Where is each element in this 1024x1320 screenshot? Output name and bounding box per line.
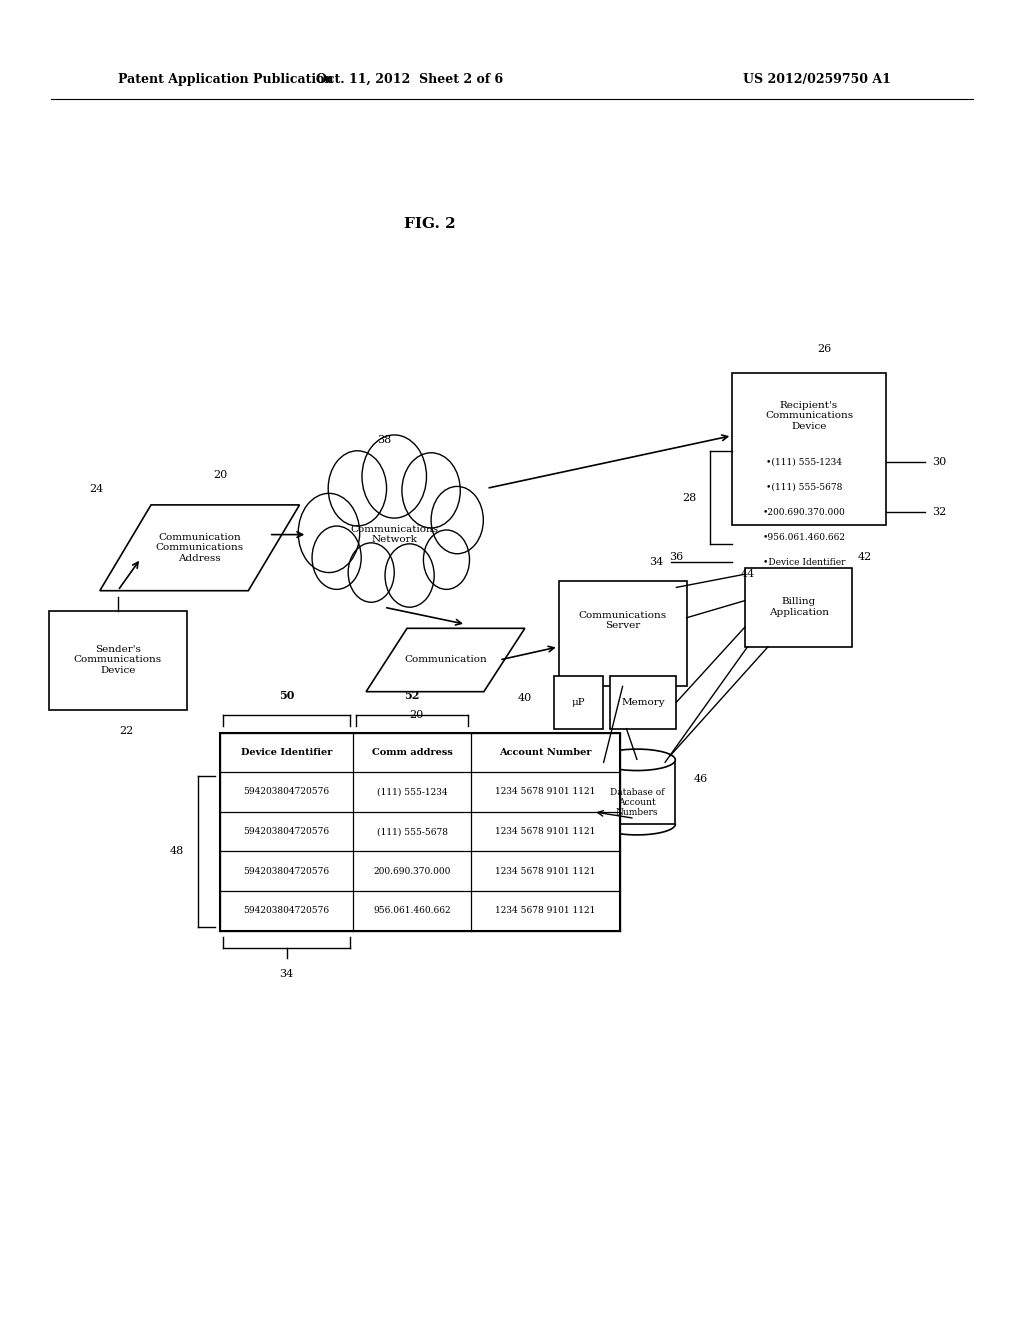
Text: 20: 20 [213, 470, 227, 479]
Text: 48: 48 [170, 846, 184, 857]
Text: Communication
Communications
Address: Communication Communications Address [156, 533, 244, 562]
Circle shape [424, 529, 469, 590]
Circle shape [298, 494, 359, 573]
Circle shape [385, 544, 434, 607]
Bar [610, 676, 677, 729]
Text: 28: 28 [682, 492, 696, 503]
Circle shape [431, 487, 483, 554]
Text: 50: 50 [279, 690, 295, 701]
Bar [49, 610, 186, 710]
Text: Recipient's
Communications
Device: Recipient's Communications Device [765, 401, 853, 430]
Text: (111) 555-1234: (111) 555-1234 [377, 788, 447, 796]
Text: 36: 36 [670, 552, 683, 562]
Text: 26: 26 [817, 345, 831, 354]
Text: (111) 555-5678: (111) 555-5678 [377, 828, 447, 836]
Text: 594203804720576: 594203804720576 [244, 788, 330, 796]
Bar [598, 760, 676, 824]
Text: Oct. 11, 2012  Sheet 2 of 6: Oct. 11, 2012 Sheet 2 of 6 [316, 73, 503, 86]
Text: Memory: Memory [622, 698, 665, 706]
Text: •(111) 555-1234: •(111) 555-1234 [766, 458, 842, 466]
Text: 52: 52 [404, 690, 420, 701]
Circle shape [362, 434, 426, 519]
Text: Account Number: Account Number [499, 748, 592, 756]
Text: 34: 34 [280, 969, 294, 979]
Text: 24: 24 [90, 484, 103, 494]
Text: 30: 30 [932, 457, 946, 467]
Text: 42: 42 [858, 552, 871, 562]
Bar [732, 372, 886, 524]
Bar [554, 676, 603, 729]
Text: Sender's
Communications
Device: Sender's Communications Device [74, 645, 162, 675]
Text: •Device Identifier: •Device Identifier [763, 558, 845, 566]
Text: •(111) 555-5678: •(111) 555-5678 [766, 483, 842, 491]
Text: Communication: Communication [404, 656, 486, 664]
Circle shape [402, 453, 461, 528]
Text: 38: 38 [377, 434, 391, 445]
Bar [220, 733, 620, 931]
Text: Device Identifier: Device Identifier [241, 748, 333, 756]
Text: 1234 5678 9101 1121: 1234 5678 9101 1121 [495, 828, 596, 836]
Text: 594203804720576: 594203804720576 [244, 828, 330, 836]
Text: 46: 46 [694, 774, 708, 784]
Ellipse shape [598, 750, 676, 771]
Text: 44: 44 [741, 569, 755, 579]
Bar [745, 568, 852, 647]
Text: 1234 5678 9101 1121: 1234 5678 9101 1121 [495, 907, 596, 915]
Text: 32: 32 [932, 507, 946, 517]
Circle shape [328, 451, 386, 525]
Text: US 2012/0259750 A1: US 2012/0259750 A1 [743, 73, 891, 86]
Circle shape [312, 525, 361, 589]
Text: Patent Application Publication: Patent Application Publication [118, 73, 333, 86]
Text: 594203804720576: 594203804720576 [244, 867, 330, 875]
Text: Communications
Network: Communications Network [350, 525, 438, 544]
Text: 956.061.460.662: 956.061.460.662 [374, 907, 451, 915]
Text: 20: 20 [410, 710, 424, 721]
Text: 40: 40 [518, 693, 532, 704]
Polygon shape [367, 628, 524, 692]
Bar [559, 581, 686, 686]
Text: Comm address: Comm address [372, 748, 453, 756]
Text: •200.690.370.000: •200.690.370.000 [763, 508, 845, 516]
Text: 594203804720576: 594203804720576 [244, 907, 330, 915]
Text: FIG. 2: FIG. 2 [404, 218, 456, 231]
Text: •956.061.460.662: •956.061.460.662 [762, 533, 846, 541]
Text: Billing
Application: Billing Application [769, 598, 828, 616]
Text: μP: μP [571, 698, 586, 706]
Text: 1234 5678 9101 1121: 1234 5678 9101 1121 [495, 788, 596, 796]
Text: Database of
Account
Numbers: Database of Account Numbers [609, 788, 665, 817]
Polygon shape [100, 506, 300, 591]
Text: Communications
Server: Communications Server [579, 611, 667, 630]
Text: 34: 34 [649, 557, 664, 568]
Text: 1234 5678 9101 1121: 1234 5678 9101 1121 [495, 867, 596, 875]
Text: 22: 22 [119, 726, 133, 735]
Circle shape [348, 543, 394, 602]
Text: 200.690.370.000: 200.690.370.000 [374, 867, 451, 875]
